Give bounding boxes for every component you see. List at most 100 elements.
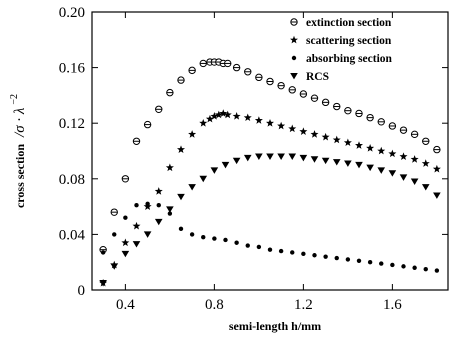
data-point-rcs <box>321 157 330 165</box>
data-point-absorbing-section <box>267 247 273 252</box>
data-point-rcs <box>310 156 319 163</box>
data-point-scattering-section <box>210 112 219 120</box>
data-point-rcs <box>277 153 285 160</box>
data-point-extinction-section <box>422 137 430 145</box>
data-point-scattering-section <box>121 238 130 247</box>
data-point-rcs <box>210 167 219 174</box>
data-point-rcs <box>166 206 174 213</box>
data-point-extinction-section <box>244 68 252 76</box>
data-point-rcs <box>243 154 252 162</box>
x-tick-label: 1.2 <box>294 297 313 313</box>
axis-ticks <box>92 11 448 291</box>
legend-label-extinction-section: extinction section <box>306 17 392 29</box>
data-point-scattering-section <box>355 141 363 149</box>
legend: extinction section scattering section abso… <box>290 17 393 83</box>
data-point-absorbing-section <box>245 243 250 248</box>
data-point-extinction-section <box>121 175 130 183</box>
data-point-scattering-section <box>205 114 214 123</box>
data-point-scattering-section <box>410 155 419 163</box>
data-point-scattering-section <box>366 144 375 152</box>
data-point-rcs <box>355 161 363 169</box>
data-point-extinction-section <box>333 102 341 111</box>
plot-frame <box>91 11 449 291</box>
data-point-rcs <box>143 231 152 238</box>
data-point-scattering-section <box>177 145 185 154</box>
y-tick-label: 0.20 <box>59 5 85 21</box>
x-tick-label: 0.4 <box>116 297 135 313</box>
legend-marker-rcs <box>290 72 298 80</box>
data-point-absorbing-section <box>290 250 295 255</box>
data-point-extinction-section <box>166 88 174 97</box>
data-point-absorbing-section <box>178 226 184 232</box>
y-axis-title-unit: /σ · λ <box>12 107 28 138</box>
data-point-absorbing-section <box>412 265 417 270</box>
data-point-absorbing-section <box>312 253 317 258</box>
data-point-absorbing-section <box>212 236 217 241</box>
data-point-rcs <box>366 164 374 172</box>
data-point-absorbing-section <box>100 250 106 255</box>
x-tick-label: 0.8 <box>205 297 224 313</box>
data-point-scattering-section <box>388 149 397 158</box>
data-point-rcs <box>266 153 274 160</box>
data-point-scattering-section <box>223 110 232 119</box>
data-point-scattering-section <box>243 113 252 122</box>
data-point-rcs <box>255 153 263 160</box>
data-point-extinction-section <box>366 113 374 122</box>
data-point-extinction-section <box>232 63 241 72</box>
series-absorbing-section <box>100 201 440 273</box>
data-point-scattering-section <box>219 109 228 117</box>
data-point-rcs <box>99 280 107 287</box>
data-point-absorbing-section <box>423 266 428 272</box>
data-point-rcs <box>332 159 341 166</box>
data-point-extinction-section <box>266 77 274 86</box>
data-point-scattering-section <box>214 110 223 119</box>
data-point-scattering-section <box>254 116 263 124</box>
data-point-scattering-section <box>132 221 141 230</box>
data-point-scattering-section <box>432 164 441 173</box>
data-point-absorbing-section <box>123 215 128 220</box>
data-point-extinction-section <box>388 122 397 130</box>
data-point-extinction-section <box>288 86 296 94</box>
data-point-extinction-section <box>344 106 352 115</box>
series-rcs <box>99 153 441 287</box>
data-point-extinction-section <box>132 137 141 145</box>
data-point-rcs <box>377 167 386 174</box>
y-tick-label: 0 <box>78 283 86 299</box>
legend-label-absorbing-section: absorbing section <box>306 53 393 65</box>
data-point-absorbing-section <box>167 211 173 216</box>
data-point-extinction-section <box>299 90 308 98</box>
data-point-rcs <box>399 174 408 181</box>
data-point-scattering-section <box>199 119 208 127</box>
y-axis-title-unit-exponent: −2 <box>9 94 20 105</box>
data-point-rcs <box>121 250 130 258</box>
data-point-extinction-section <box>143 120 152 129</box>
data-point-extinction-section <box>410 130 419 139</box>
legend-label-rcs: RCS <box>306 71 329 83</box>
data-point-scattering-section <box>343 138 352 147</box>
data-point-absorbing-section <box>434 268 440 273</box>
x-tick-label: 1.6 <box>383 297 402 313</box>
data-point-absorbing-section <box>278 248 284 254</box>
data-point-scattering-section <box>232 112 241 120</box>
y-tick-label: 0.12 <box>59 116 85 132</box>
data-point-absorbing-section <box>134 203 139 208</box>
x-tick-labels: 0.4 0.8 1.2 1.6 <box>116 297 402 313</box>
data-point-rcs <box>221 161 230 169</box>
y-axis-title: cross section /σ · λ −2 <box>9 94 28 208</box>
data-point-absorbing-section <box>367 260 373 265</box>
data-point-scattering-section <box>143 202 152 210</box>
data-point-absorbing-section <box>323 254 328 259</box>
data-point-absorbing-section <box>390 262 395 268</box>
data-point-rcs <box>288 153 297 160</box>
data-point-rcs <box>421 184 430 191</box>
data-point-extinction-section <box>433 145 441 154</box>
data-point-absorbing-section <box>223 237 228 243</box>
data-point-extinction-section <box>399 126 408 134</box>
y-tick-labels: 0 0.04 0.08 0.12 0.16 0.20 <box>59 5 86 299</box>
data-point-rcs <box>199 175 208 183</box>
data-point-absorbing-section <box>112 232 117 237</box>
data-point-absorbing-section <box>189 232 195 237</box>
y-tick-label: 0.16 <box>59 61 86 77</box>
data-point-extinction-section <box>188 66 196 75</box>
